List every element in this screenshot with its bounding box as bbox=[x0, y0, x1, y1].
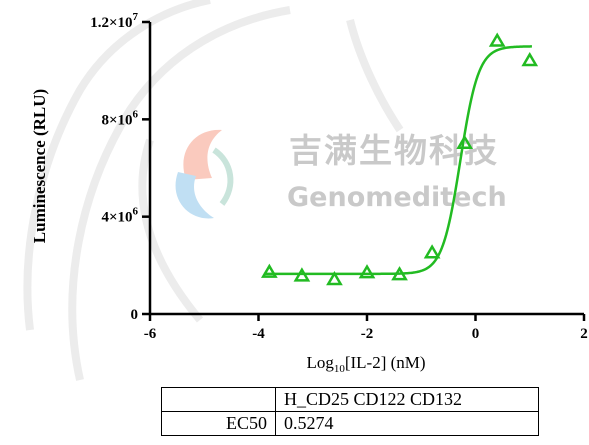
data-point bbox=[293, 267, 311, 282]
data-point bbox=[521, 51, 539, 67]
y-axis-label: Luminescence (RLU) bbox=[30, 89, 49, 243]
data-points bbox=[260, 32, 539, 286]
data-point bbox=[456, 134, 474, 149]
x-axis-label-subscript: 10 bbox=[334, 363, 346, 375]
x-tick-label: 0 bbox=[472, 326, 480, 342]
y-tick-label: 1.2×107 bbox=[90, 11, 138, 31]
y-tick-label: 8×106 bbox=[101, 108, 138, 128]
table-header-row: H_CD25 CD122 CD132 bbox=[161, 387, 539, 412]
data-point bbox=[423, 244, 441, 259]
watermark-swoosh bbox=[23, 0, 211, 331]
x-axis-label: Log10[IL-2] (nM) bbox=[306, 353, 425, 375]
watermark-swoosh bbox=[68, 6, 291, 381]
x-tick-label: -6 bbox=[144, 326, 157, 342]
watermark: 吉满生物科技 Genomeditech bbox=[23, 0, 507, 381]
watermark-english-text: Genomeditech bbox=[287, 182, 507, 213]
data-point bbox=[326, 270, 343, 286]
data-point bbox=[488, 32, 506, 47]
axes: -6 -4 -2 0 2 0 4×106 8×106 1.2×107 bbox=[90, 11, 588, 342]
x-tick-label: -2 bbox=[361, 326, 374, 342]
data-point bbox=[260, 263, 278, 278]
data-point bbox=[391, 266, 408, 281]
ec50-table: H_CD25 CD122 CD132 EC50 0.5274 bbox=[161, 387, 539, 436]
y-tick-label: 0 bbox=[131, 307, 139, 323]
watermark-swoosh bbox=[346, 19, 404, 133]
watermark-logo-icon bbox=[175, 129, 234, 219]
table-header-cell: H_CD25 CD122 CD132 bbox=[275, 387, 539, 412]
x-axis-label-main: Log bbox=[306, 353, 334, 372]
table-cell-label: EC50 bbox=[161, 411, 276, 436]
dose-response-chart: 吉满生物科技 Genomeditech -6 -4 -2 0 2 0 4×106 8×106 1… bbox=[23, 0, 588, 381]
data-point bbox=[358, 264, 376, 279]
x-tick-label: 2 bbox=[580, 326, 588, 342]
watermark-chinese-text: 吉满生物科技 bbox=[289, 131, 499, 170]
table-row: EC50 0.5274 bbox=[161, 411, 539, 436]
table-header-cell bbox=[161, 387, 276, 412]
table-cell-value: 0.5274 bbox=[275, 411, 539, 436]
y-tick-label: 4×106 bbox=[101, 206, 138, 226]
x-tick-label: -4 bbox=[252, 326, 265, 342]
x-axis-label-rest: [IL-2] (nM) bbox=[345, 353, 426, 372]
